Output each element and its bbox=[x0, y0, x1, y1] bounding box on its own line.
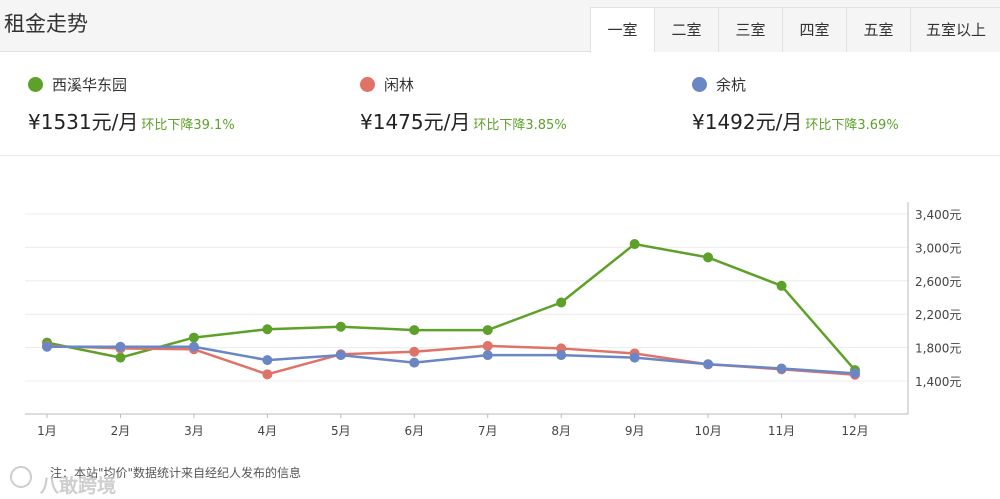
data-point bbox=[409, 325, 420, 336]
data-point bbox=[188, 341, 199, 352]
legend-dot-icon bbox=[28, 76, 43, 92]
data-point bbox=[776, 280, 787, 291]
data-point bbox=[776, 363, 787, 374]
data-point bbox=[188, 332, 199, 343]
legend-name: 西溪华东园 bbox=[52, 75, 128, 94]
data-point bbox=[262, 355, 273, 366]
series-line-0 bbox=[46, 242, 856, 371]
legend-price: ¥1475元/月 bbox=[360, 110, 471, 134]
series-line-2 bbox=[47, 345, 856, 375]
tab-three-room[interactable]: 三室 bbox=[718, 7, 782, 52]
data-point bbox=[556, 297, 567, 308]
tab-five-room[interactable]: 五室 bbox=[846, 7, 910, 52]
legend-name: 闲林 bbox=[384, 75, 415, 94]
tab-two-room[interactable]: 二室 bbox=[654, 7, 718, 52]
data-point bbox=[703, 252, 714, 263]
tab-one-room[interactable]: 一室 bbox=[590, 7, 654, 53]
data-point bbox=[409, 357, 420, 368]
x-tick-label: 6月 bbox=[404, 424, 424, 438]
data-point bbox=[703, 359, 714, 370]
legend-price: ¥1531元/月 bbox=[28, 110, 139, 134]
series-line-1 bbox=[46, 344, 856, 376]
legend-item-xianlin[interactable]: 闲林 ¥1475元/月 环比下降3.85% bbox=[360, 70, 567, 135]
legend-change: 环比下降39.1% bbox=[141, 118, 235, 133]
rent-trend-chart-svg: 1,400元 1,800元 2,200元 2,600元 3,000元 3,400元 1月 2月… bbox=[25, 202, 961, 438]
tab-four-room[interactable]: 四室 bbox=[782, 7, 846, 52]
y-tick-label: 2,200元 bbox=[915, 308, 961, 322]
rent-trend-chart: 1,400元 1,800元 2,200元 2,600元 3,000元 3,400元 1月 2月… bbox=[0, 156, 1000, 499]
page-title: 租金走势 bbox=[4, 12, 88, 36]
data-point bbox=[335, 350, 346, 361]
room-type-tabs: 一室 二室 三室 四室 五室 五室以上 bbox=[590, 7, 1000, 53]
data-point bbox=[409, 346, 420, 357]
data-point bbox=[335, 321, 346, 332]
legend-item-yuhang[interactable]: 余杭 ¥1492元/月 环比下降3.69% bbox=[692, 70, 899, 135]
watermark: 八敢跨境 bbox=[40, 475, 117, 497]
x-tick-label: 11月 bbox=[768, 424, 795, 438]
data-point bbox=[482, 325, 493, 336]
data-point bbox=[629, 239, 640, 250]
x-tick-label: 5月 bbox=[331, 424, 351, 438]
x-tick-label: 4月 bbox=[258, 424, 278, 438]
legend-name: 余杭 bbox=[716, 75, 747, 94]
tab-five-plus-room[interactable]: 五室以上 bbox=[910, 7, 1000, 52]
legend-price: ¥1492元/月 bbox=[692, 110, 803, 134]
watermark-logo-icon bbox=[10, 466, 32, 488]
y-tick-label: 1,400元 bbox=[915, 375, 961, 389]
data-point bbox=[42, 341, 52, 352]
data-point bbox=[262, 324, 273, 335]
x-tick-label: 12月 bbox=[841, 424, 868, 438]
x-tick-label: 9月 bbox=[625, 424, 645, 438]
legend-item-xixi[interactable]: 西溪华东园 ¥1531元/月 环比下降39.1% bbox=[28, 70, 235, 135]
x-tick-label: 8月 bbox=[551, 424, 571, 438]
x-tick-label: 1月 bbox=[37, 424, 57, 438]
y-tick-label: 3,400元 bbox=[915, 208, 961, 222]
legend-dot-icon bbox=[360, 76, 375, 92]
legend-change: 环比下降3.85% bbox=[473, 118, 567, 133]
x-tick-label: 7月 bbox=[478, 424, 498, 438]
legend-row: 西溪华东园 ¥1531元/月 环比下降39.1% 闲林 ¥1475元/月 环比下… bbox=[0, 52, 1000, 156]
data-point bbox=[482, 350, 493, 361]
header-bar: 租金走势 一室 二室 三室 四室 五室 五室以上 bbox=[0, 0, 1000, 53]
data-point bbox=[482, 340, 493, 351]
data-point bbox=[262, 369, 273, 380]
data-point bbox=[556, 350, 567, 361]
data-point bbox=[115, 352, 126, 363]
data-point bbox=[629, 352, 640, 363]
legend-dot-icon bbox=[692, 76, 707, 92]
data-point bbox=[115, 341, 126, 352]
data-point bbox=[850, 368, 860, 379]
x-tick-label: 10月 bbox=[694, 424, 721, 438]
y-tick-label: 2,600元 bbox=[915, 275, 961, 289]
y-tick-label: 3,000元 bbox=[915, 241, 961, 255]
y-tick-label: 1,800元 bbox=[915, 342, 961, 356]
legend-change: 环比下降3.69% bbox=[805, 118, 899, 133]
footnote: 注：本站"均价"数据统计来自经纪人发布的信息 bbox=[50, 466, 302, 480]
x-tick-label: 3月 bbox=[184, 424, 204, 438]
x-tick-label: 2月 bbox=[111, 424, 131, 438]
